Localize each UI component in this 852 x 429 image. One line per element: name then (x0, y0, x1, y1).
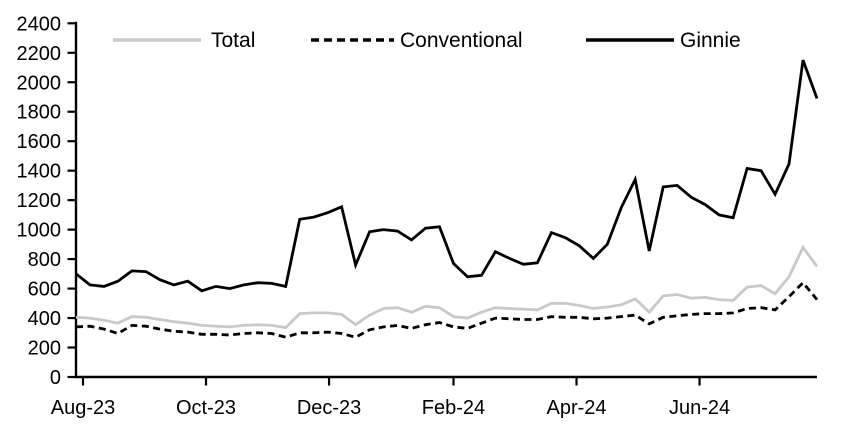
y-tick-label: 2400 (17, 13, 62, 35)
legend-label-conventional: Conventional (400, 29, 523, 52)
x-tick-label: Dec-23 (297, 397, 361, 419)
y-tick-label: 600 (28, 279, 61, 301)
y-tick-label: 800 (28, 249, 61, 271)
y-tick-label: 2200 (17, 43, 62, 65)
y-tick-label: 2000 (17, 72, 62, 94)
x-tick-label: Apr-24 (547, 397, 607, 419)
y-tick-label: 1000 (17, 220, 62, 242)
legend-label-ginnie: Ginnie (680, 29, 741, 52)
y-tick-label: 0 (50, 367, 61, 389)
y-tick-label: 400 (28, 308, 61, 330)
y-tick-label: 1200 (17, 190, 62, 212)
axes-layer: 0 200 400 600 800 1000 1200 1400 1600 1800 2000 220… (17, 13, 817, 419)
y-tick-label: 1600 (17, 131, 62, 153)
y-tick-label: 1400 (17, 161, 62, 183)
series-line-total (75, 244, 819, 330)
legend-label-total: Total (211, 29, 255, 52)
x-tick-label: Feb-24 (422, 397, 485, 419)
y-tick-label: 1800 (17, 102, 62, 124)
series-layer (75, 59, 819, 339)
x-tick-label: Aug-23 (51, 397, 116, 419)
x-tick-label: Oct-23 (176, 397, 236, 419)
legend: Total Conventional Ginnie (113, 29, 741, 52)
x-tick-label: Jun-24 (669, 397, 730, 419)
y-tick-label: 200 (28, 338, 61, 360)
series-line-conventional (75, 280, 819, 339)
series-line-ginnie (75, 59, 819, 293)
